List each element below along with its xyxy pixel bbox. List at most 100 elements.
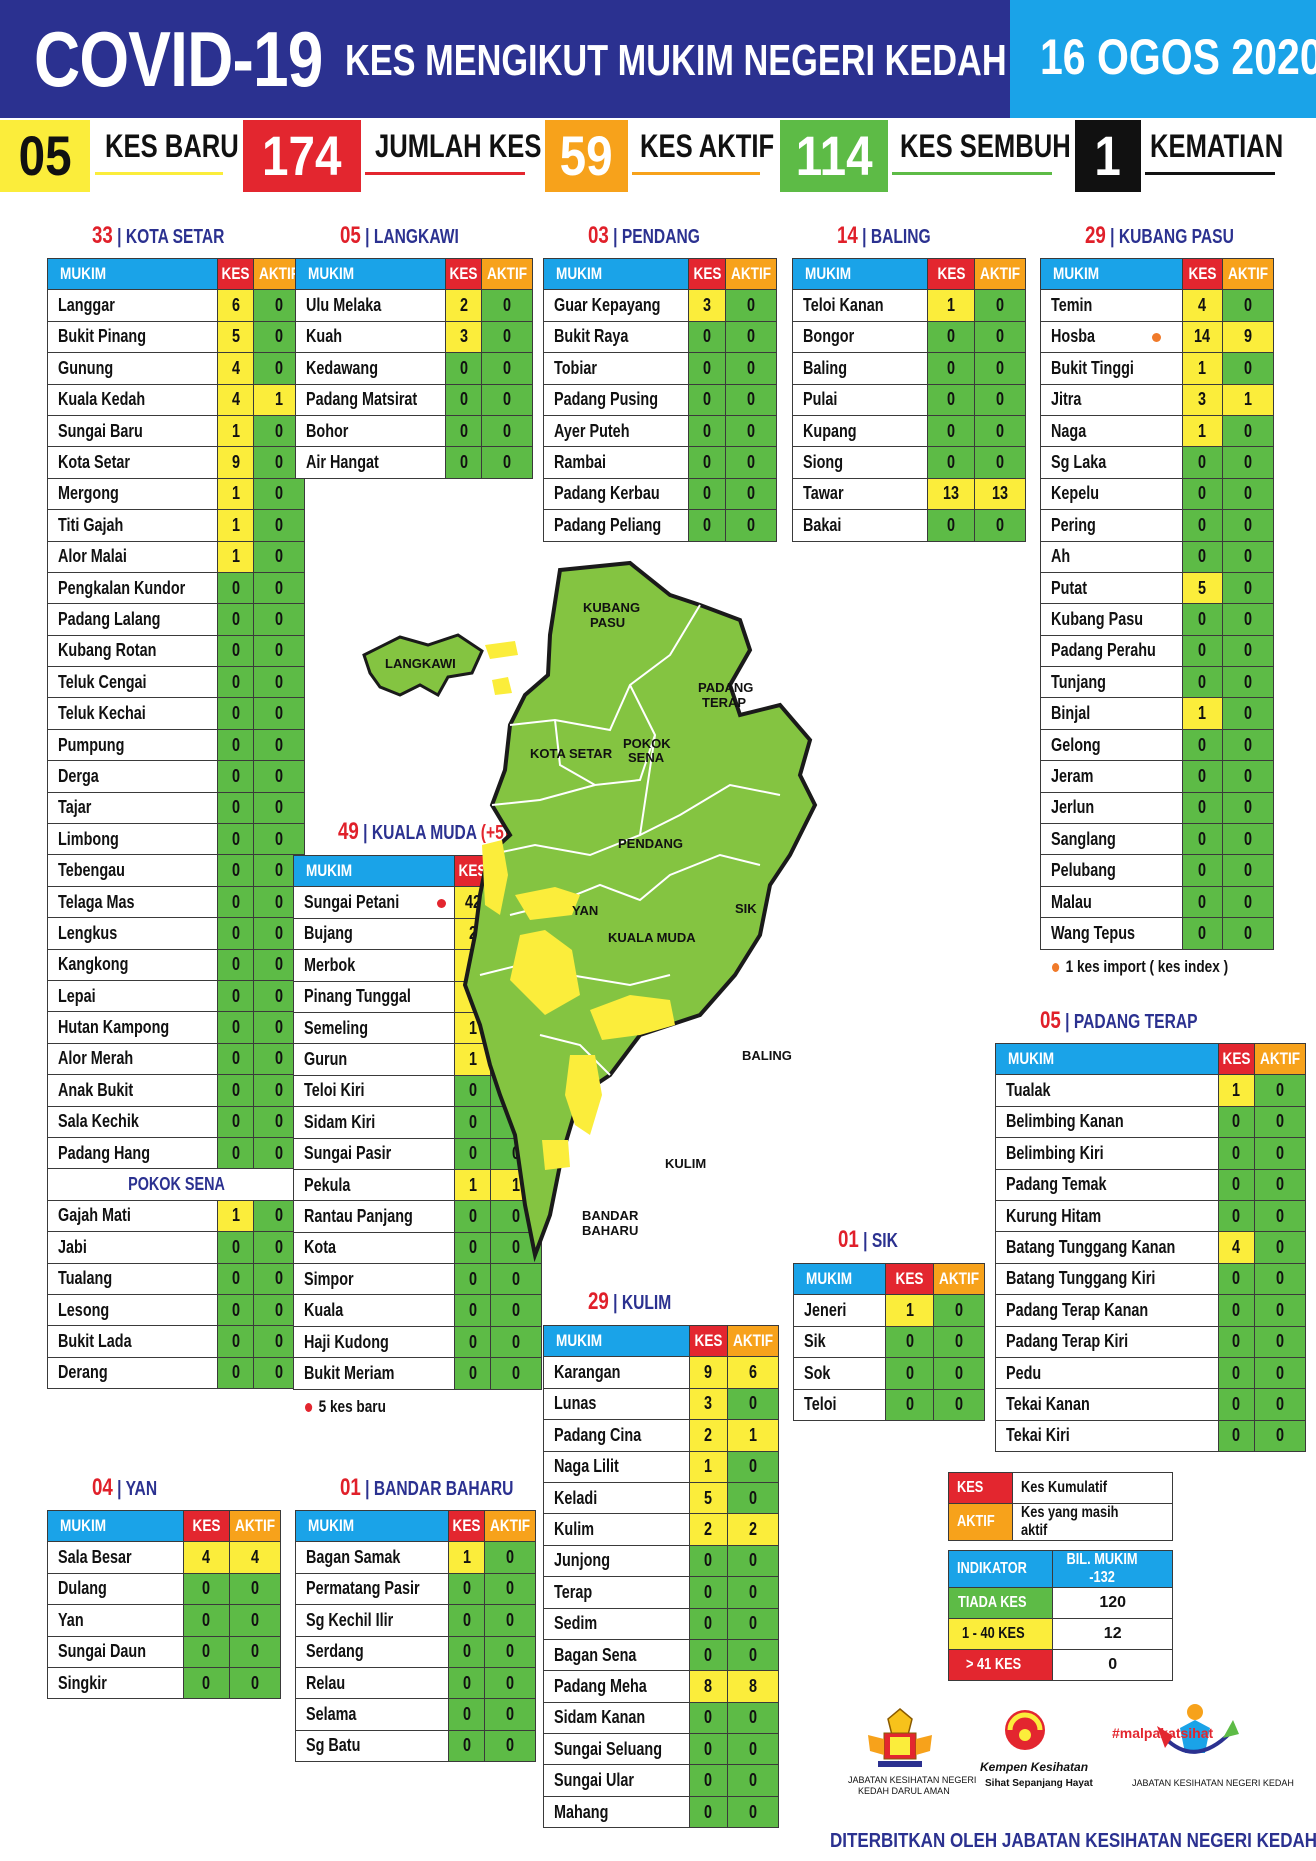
aktif-value: 0 [1253,1388,1306,1421]
map-label-yan: YAN [572,903,598,918]
district-table-kota-setar: MUKIM KES AKTIF Langgar 6 0 Bukit Pinang 5 0 Gunu… [46,257,306,1390]
table-row: Sik 0 0 [792,1325,986,1359]
mukim-name: Putat [1039,571,1184,605]
aktif-value: 0 [481,289,534,322]
kes-value: 0 [454,1357,491,1390]
kes-value: 0 [182,1666,230,1700]
mukim-name: Kubang Pasu [1039,603,1184,636]
kes-value: 0 [217,697,254,730]
report-date: 16 OGOS 2020 [1040,29,1316,85]
aktif-value: 1 [726,1419,780,1452]
table-row: Bakai 0 0 [791,509,1027,542]
mukim-name: Sungai Pasir [292,1137,456,1170]
aktif-value: 0 [1221,854,1275,887]
table-row: Tunjang 0 0 [1039,666,1275,699]
mukim-name: Padang Terap Kanan [995,1294,1219,1327]
mukim-name: Pedu [995,1356,1219,1390]
district-count: 01 [838,1226,859,1253]
mukim-name: Pekula [292,1168,456,1202]
aktif-value: 0 [1221,697,1275,730]
kes-value: 0 [217,1074,254,1107]
table-row: Padang Terap Kanan 0 0 [995,1294,1306,1327]
kes-value: 5 [1182,571,1223,605]
table-row: Kupang 0 0 [791,414,1027,448]
mukim-name: Padang Matsirat [294,383,447,416]
kes-value: 0 [448,1729,486,1763]
kes-value: 0 [217,603,254,636]
table-row: Tawar 13 13 [791,477,1027,511]
column-header-aktif: AKTIF [726,1324,780,1358]
mukim-name: Mergong [46,477,219,511]
table-row: Baling 0 0 [791,352,1027,385]
district-table-langkawi: MUKIM KES AKTIF Ulu Melaka 2 0 Kuah 3 0 Kedawang 0… [294,257,534,479]
table-row: Teloi Kanan 1 0 [791,289,1027,322]
kes-value: 0 [182,1572,230,1606]
column-header-mukim: MUKIM [294,257,447,291]
mukim-name: Hosba [1039,320,1184,354]
mukim-name: Sg Kechil Ilir [294,1604,450,1637]
mukim-name: Bakai [791,509,929,542]
district-name: | BALING [857,226,931,248]
map-label-pokok-sena-2: SENA [628,750,665,765]
aktif-value: 0 [1221,540,1275,573]
stat-active-cases-value: 59 [545,120,628,192]
kes-value: 1 [217,509,254,542]
aktif-value: 0 [252,823,306,856]
aktif-value: 0 [1221,446,1275,479]
district-title-kuala-muda: 49 | KUALA MUDA (+5) [338,818,509,846]
mukim-name: Selama [294,1698,450,1731]
mukim-name: Batang Tunggang Kanan [995,1231,1219,1264]
kes-value: 0 [1217,1168,1255,1201]
mukim-name: Rantau Panjang [292,1200,456,1233]
district-count: 03 [588,222,609,249]
legend-kes-key: KES [947,1472,1014,1504]
note-marker-icon [305,1402,313,1412]
table-row: Guar Kepayang 3 0 [542,289,778,322]
mukim-name: Padang Perahu [1039,634,1184,668]
aktif-value: 0 [1221,352,1275,385]
date-box [1010,0,1316,118]
table-row: Ah 0 0 [1039,540,1275,573]
table-row: Kuala 0 0 [292,1294,543,1327]
table-row: Sg Laka 0 0 [1039,446,1275,479]
district-table-bandar-baharu: MUKIM KES AKTIF Bagan Samak 1 0 Permatang Pasi… [294,1509,537,1763]
kes-value: 3 [445,320,483,354]
stat-recovered-label: KES SEMBUH [900,128,1071,164]
kes-value: 0 [1217,1388,1255,1421]
kes-value: 0 [689,1701,728,1735]
map-patch-kubang-pasu-1 [485,641,518,659]
aktif-value: 4 [228,1541,282,1574]
kes-value: 0 [217,1231,254,1264]
jkn-caption-2: KEDAH DARUL AMAN [858,1786,950,1796]
district-count: 33 [92,222,113,249]
table-row: Pekula 1 1 [292,1168,543,1202]
kes-value: 0 [688,414,726,448]
aktif-value: 0 [484,1698,537,1731]
column-header-kes: KES [927,257,975,291]
kes-value: 0 [1182,477,1223,511]
table-row: Permatang Pasir 0 0 [294,1572,537,1606]
indicator-value-high: 0 [1052,1649,1173,1681]
mukim-name: Relau [294,1666,450,1700]
aktif-value: 0 [726,1638,780,1672]
jkn-crest-logo [868,1708,932,1767]
mukim-name: Kubang Rotan [46,634,219,668]
mukim-name: Padang Peliang [542,509,690,542]
aktif-value: 0 [726,1387,780,1421]
table-row: Jabi 0 0 [46,1231,306,1264]
indicator-label-high: > 41 KES [947,1649,1054,1681]
mukim-name: Sanglang [1039,823,1184,856]
mukim-name: Kedawang [294,352,447,385]
mukim-name: Tualak [995,1074,1219,1107]
column-header-mukim: MUKIM [47,1509,184,1543]
aktif-value: 0 [726,1607,780,1640]
kes-value: 6 [217,289,254,322]
kes-value: 0 [689,1544,728,1578]
kes-value: 0 [448,1572,486,1606]
aktif-value: 0 [1221,571,1275,605]
district-title-baling: 14 | BALING [837,222,931,250]
aktif-value: 0 [252,634,306,668]
kes-value: 0 [1182,823,1223,856]
mukim-name: Serdang [294,1635,450,1668]
kes-value: 0 [689,1607,728,1640]
